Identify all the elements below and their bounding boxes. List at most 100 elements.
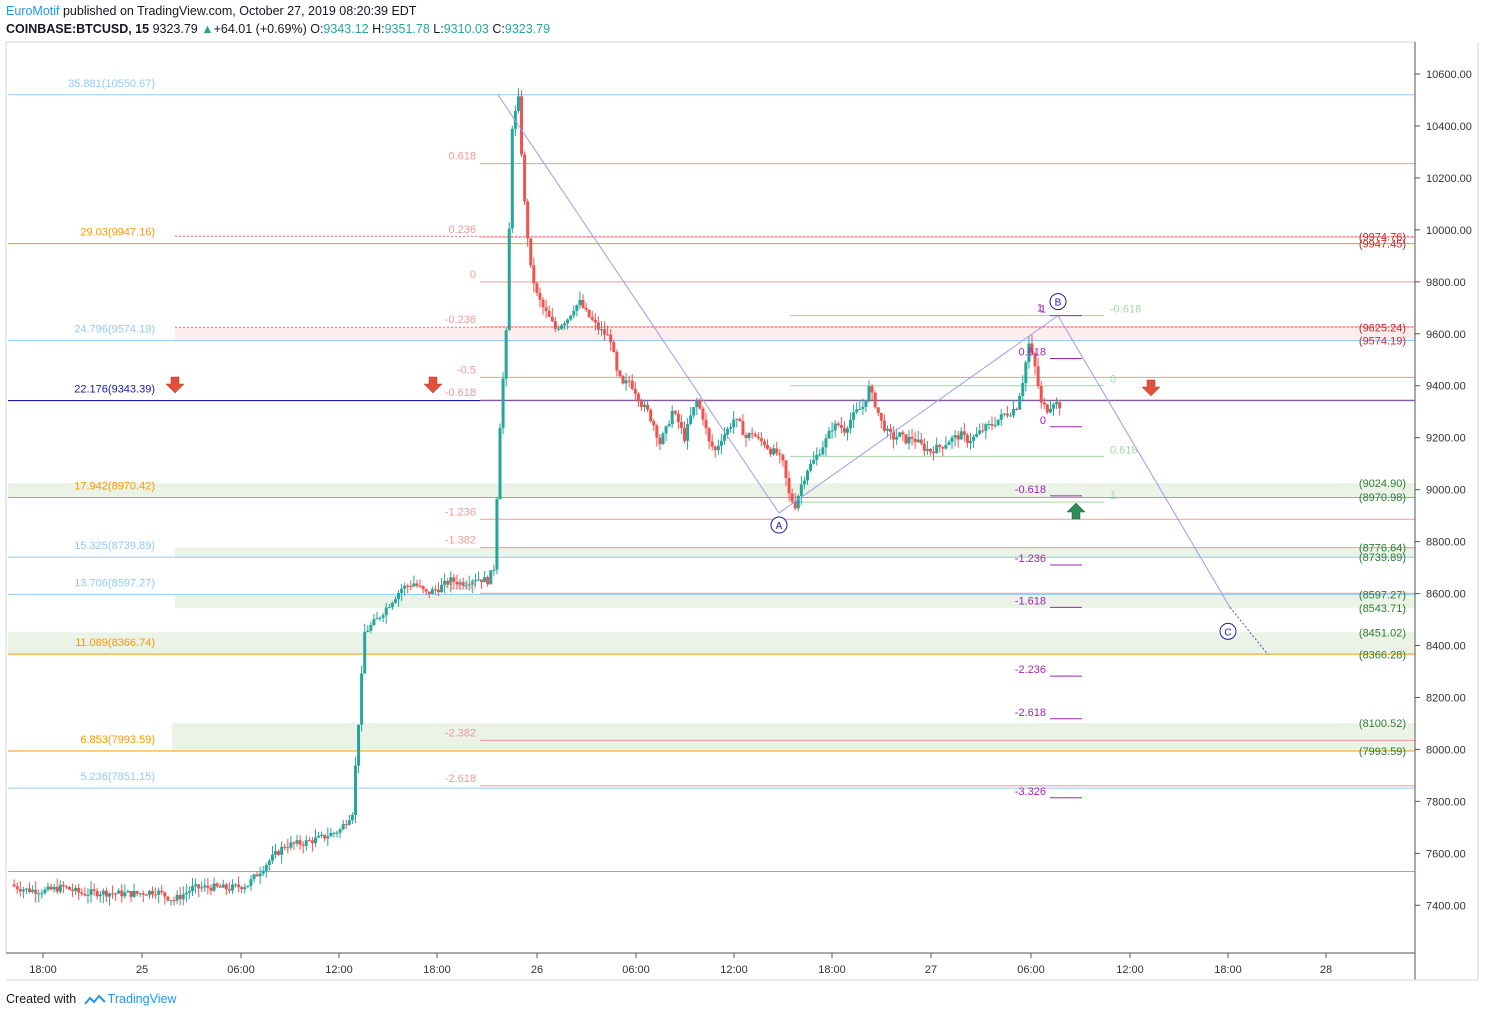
- candle-body: [855, 409, 859, 413]
- candle-body: [1033, 353, 1037, 367]
- candle-body: [363, 631, 367, 674]
- candle-body: [624, 380, 628, 384]
- candle-body: [111, 893, 115, 895]
- wave-label-circle: [770, 516, 788, 534]
- candle-body: [815, 454, 819, 460]
- price-level-label: (7993.59): [1359, 746, 1406, 758]
- candle-body: [74, 887, 78, 892]
- candle-body: [107, 893, 111, 897]
- candle-body: [867, 386, 871, 401]
- candle-body: [467, 584, 471, 586]
- candle-body: [661, 433, 665, 445]
- candle-body: [375, 618, 379, 620]
- candle-body: [283, 846, 287, 848]
- candle-body: [984, 424, 988, 431]
- tradingview-brand[interactable]: TradingView: [107, 992, 177, 1006]
- candle-body: [141, 893, 145, 895]
- wave-layer: A B C: [165, 94, 1269, 655]
- candle-body: [615, 352, 619, 371]
- candle-body: [575, 305, 579, 311]
- fib-purple-label: 0: [1040, 415, 1046, 427]
- candle-body: [169, 900, 173, 902]
- price-level-label: (9574.19): [1359, 336, 1406, 348]
- candle-body: [249, 879, 253, 886]
- candle-body: [750, 433, 754, 435]
- candle-body: [476, 579, 480, 581]
- sell-arrow-icon: [1141, 379, 1161, 397]
- x-tick-label: 12:00: [325, 964, 353, 976]
- candle-body: [532, 265, 536, 284]
- fib-ext-label: -1.618: [445, 580, 476, 592]
- candle-body: [520, 96, 524, 155]
- candle-body: [221, 884, 225, 888]
- candle-body: [120, 890, 124, 897]
- candle-body: [154, 894, 158, 896]
- candle-body: [347, 820, 351, 825]
- candle-body: [1042, 402, 1046, 405]
- y-tick-label: 10000.00: [1426, 225, 1472, 237]
- y-tick-label: 9200.00: [1426, 433, 1466, 445]
- candle-body: [538, 292, 542, 300]
- fib-level-label: 13.706(8597.27): [74, 577, 155, 589]
- candle-body: [440, 584, 444, 593]
- candle-body: [673, 411, 677, 414]
- x-tick-label: 27: [925, 964, 937, 976]
- fib-level-label: 35.881(10550.67): [68, 78, 155, 90]
- candle-body: [560, 325, 563, 329]
- close-value: 9323.79: [504, 22, 551, 36]
- fib-green-label: 0.618: [1110, 444, 1138, 456]
- zone-rect: [8, 483, 1415, 498]
- y-tick-label: 10200.00: [1426, 173, 1472, 185]
- candle-body: [332, 832, 336, 834]
- y-tick-label: 8400.00: [1426, 641, 1466, 653]
- candle-body: [664, 426, 668, 434]
- candle-body: [722, 434, 726, 441]
- candle-body: [212, 883, 216, 891]
- candle-body: [280, 846, 284, 855]
- candle-body: [175, 894, 179, 901]
- candle-body: [28, 888, 32, 892]
- candle-body: [289, 842, 293, 848]
- candle-body: [830, 430, 834, 432]
- candle-body: [200, 887, 204, 889]
- sell-arrow-icon: [165, 376, 185, 394]
- candle-body: [104, 890, 108, 897]
- candle-body: [274, 851, 278, 855]
- author-link[interactable]: EuroMotif: [6, 4, 60, 18]
- wave-label-c: C: [1224, 627, 1231, 638]
- candle-body: [123, 892, 127, 897]
- wave-label-circle: [1049, 293, 1067, 311]
- candle-body: [80, 892, 84, 894]
- candle-body: [187, 891, 191, 893]
- candle-body: [473, 580, 477, 582]
- candle-body: [458, 581, 462, 585]
- candle-body: [510, 128, 514, 229]
- candle-body: [403, 585, 407, 589]
- candle-body: [261, 870, 265, 874]
- candle-body: [802, 480, 806, 485]
- candle-body: [452, 577, 456, 582]
- candle-body: [184, 892, 188, 895]
- price-level-label: (9024.90): [1359, 478, 1406, 490]
- candle-body: [234, 884, 238, 886]
- candle-body: [43, 889, 47, 894]
- candle-body: [569, 315, 573, 320]
- candle-body: [464, 585, 468, 587]
- wave-label-circle: [1219, 622, 1237, 640]
- candle-body: [861, 406, 865, 410]
- candle-body: [92, 889, 96, 891]
- candle-body: [710, 441, 714, 447]
- candle-body: [335, 832, 339, 834]
- candle-body: [206, 885, 210, 888]
- candle-body: [341, 824, 345, 830]
- price-level-label: (8970.98): [1359, 492, 1406, 504]
- high-label: H:: [372, 22, 385, 36]
- candle-body: [95, 890, 99, 897]
- candle-body: [52, 886, 56, 890]
- candle-body: [498, 427, 502, 500]
- fib-ext-label: -2.382: [445, 727, 476, 739]
- wave-line-top-a: [497, 94, 780, 514]
- candle-body: [809, 463, 813, 471]
- candle-body: [587, 309, 591, 318]
